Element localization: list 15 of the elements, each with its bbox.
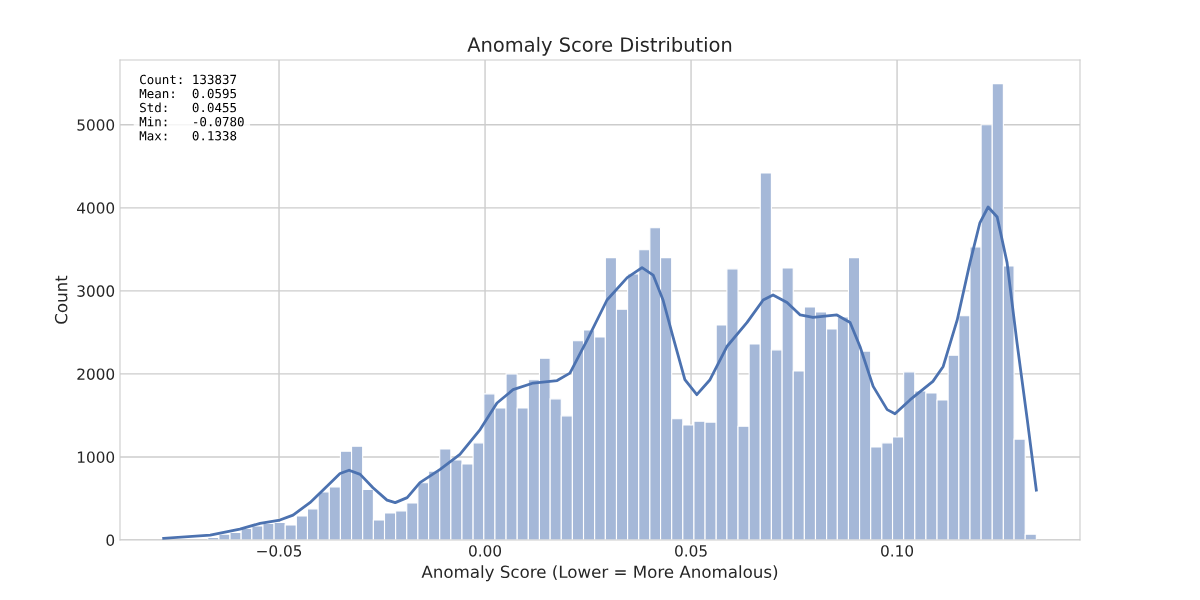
y-tick-label: 2000	[77, 368, 115, 380]
line-series	[162, 205, 1038, 540]
x-tick-label: 0.05	[675, 545, 707, 557]
y-tick-label: 4000	[77, 202, 115, 214]
x-axis-title: Anomaly Score (Lower = More Anomalous)	[421, 565, 778, 582]
x-tick-label: −0.05	[257, 545, 302, 557]
y-axis-title: Count	[54, 275, 68, 324]
y-tick-label: 0	[106, 534, 115, 547]
annotation: Count: 133837 Mean: 0.0595 Std: 0.0455 Min: -0.0780 Max: 0.1338	[139, 74, 244, 141]
y-tick-label: 3000	[77, 285, 115, 297]
y-tick-label: 5000	[77, 119, 115, 131]
chart-title: Anomaly Score Distribution	[467, 36, 732, 56]
x-tick-label: 0.10	[881, 545, 914, 557]
y-tick-label: 1000	[77, 451, 115, 463]
x-tick-label: 0.00	[469, 545, 502, 557]
